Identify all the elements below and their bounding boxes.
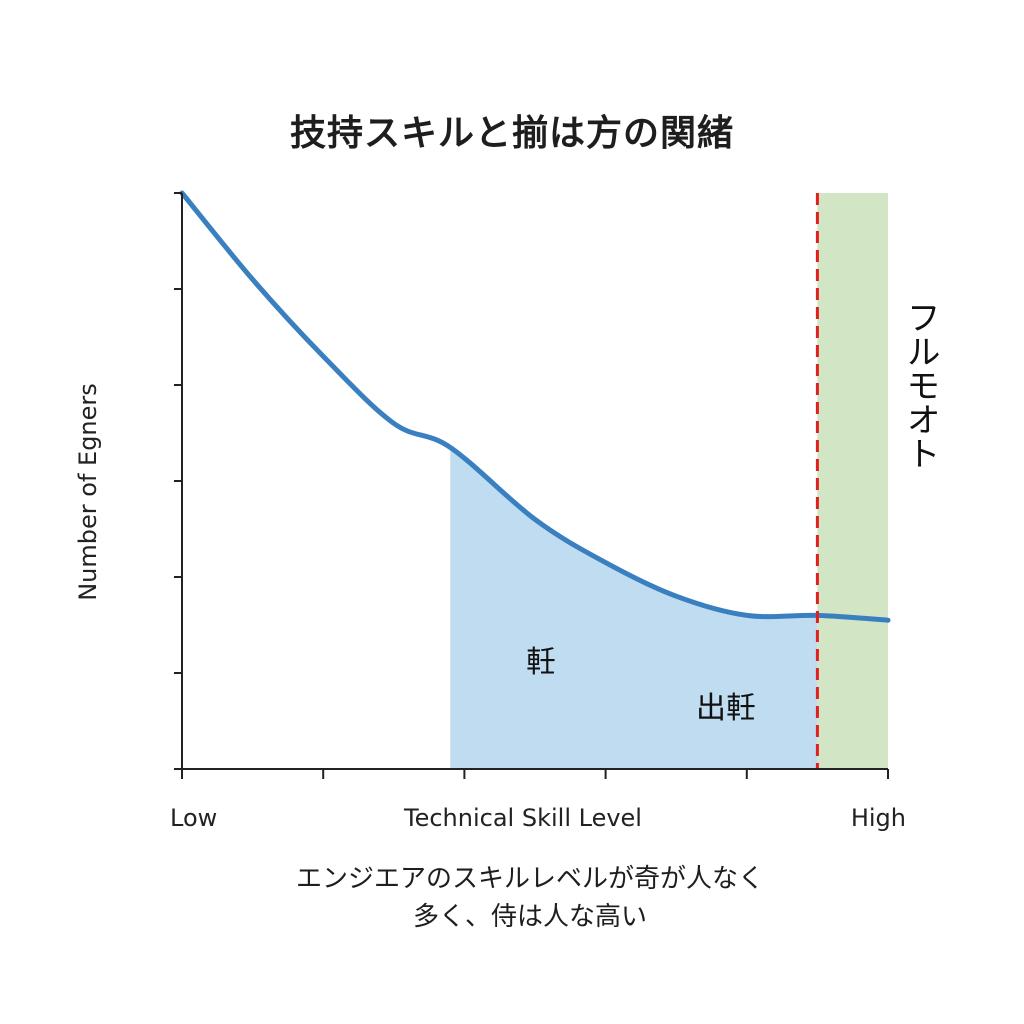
series-layer (179, 190, 891, 623)
x-tick-label-low: Low (170, 804, 217, 832)
series-line (179, 190, 891, 623)
chart-title: 技持スキルと揃は方の関緒 (289, 113, 734, 154)
labels-layer: Low High Technical Skill Level Number of Eg… (74, 300, 940, 832)
under-curve-band (450, 193, 818, 769)
regions-layer (450, 193, 888, 769)
region-label-2: 出軠 (696, 691, 756, 726)
full-height-band (817, 193, 888, 769)
x-axis-title: Technical Skill Level (403, 804, 642, 832)
x-tick-label-high: High (851, 804, 906, 832)
chart-caption: エンジエアのスキルレベルが奇が人なく 多く、侍は人な高い (0, 860, 1024, 936)
caption-line-1: エンジエアのスキルレベルが奇が人なく (295, 864, 764, 894)
y-axis-title: Number of Egners (74, 383, 102, 601)
caption-line-2: 多く、侍は人な高い (412, 902, 647, 932)
axes-layer (174, 192, 889, 779)
region-label-1: 軠 (526, 645, 556, 680)
band-vertical-label: フルモオト (900, 300, 940, 470)
